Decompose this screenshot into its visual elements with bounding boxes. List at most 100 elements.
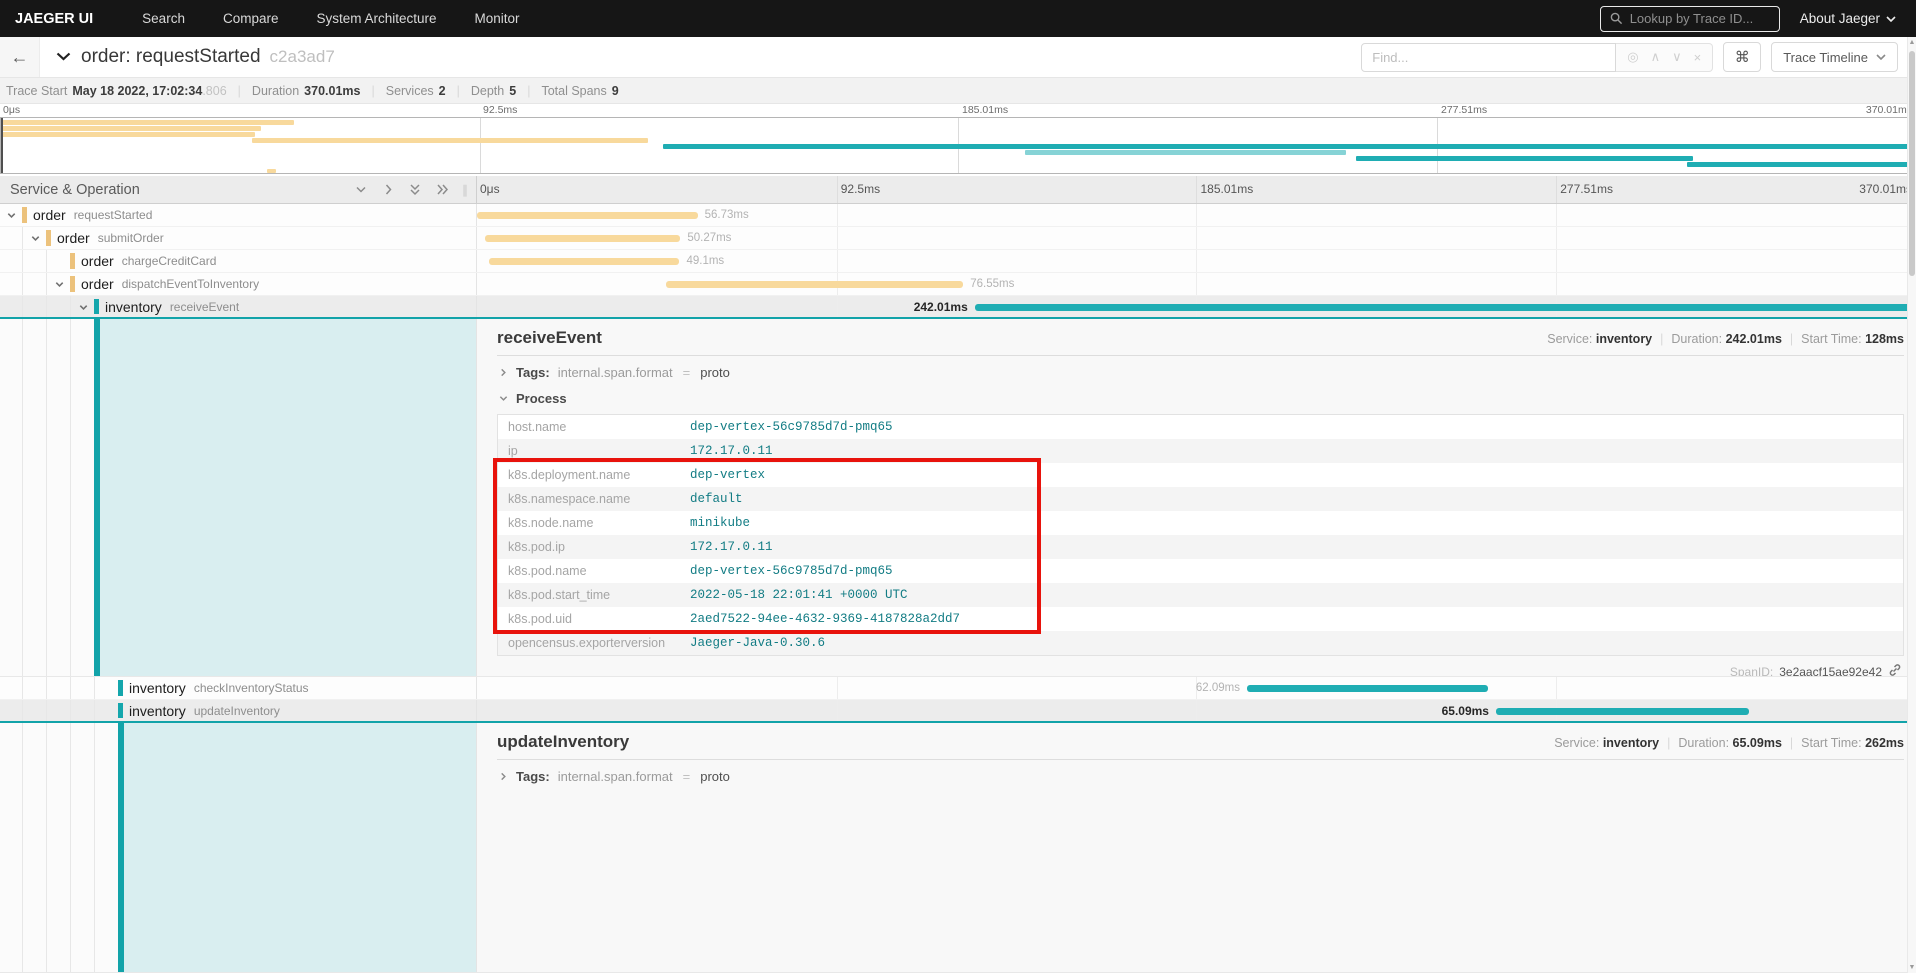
span-duration-bar[interactable] (488, 258, 680, 265)
span-operation-name: requestStarted (73, 208, 153, 222)
chevron-right-icon (499, 365, 508, 380)
span-row[interactable]: order chargeCreditCard 49.1ms (0, 250, 1916, 273)
span-name-cell[interactable]: inventory updateInventory (0, 700, 477, 721)
tags-section-toggle[interactable]: Tags: internal.span.format = proto (497, 763, 1904, 789)
span-operation-name: updateInventory (193, 703, 280, 718)
indent-guide (22, 677, 23, 699)
summary-value-fraction: .806 (202, 83, 227, 98)
span-name-cell[interactable]: order requestStarted (0, 204, 477, 226)
minimap-span-bar (663, 144, 1915, 149)
chevron-down-icon[interactable] (78, 300, 89, 317)
span-operation-name: receiveEvent (169, 299, 240, 314)
span-row[interactable]: inventory receiveEvent 242.01ms (0, 296, 1916, 319)
about-jaeger-menu[interactable]: About Jaeger (1800, 11, 1896, 26)
clear-find-icon[interactable]: × (1693, 49, 1702, 65)
span-row[interactable]: inventory checkInventoryStatus 62.09ms (0, 677, 1916, 700)
tags-section-toggle[interactable]: Tags: internal.span.format = proto (497, 359, 1904, 385)
service-label: Service: (1554, 736, 1603, 750)
collapse-all-icon[interactable] (409, 183, 421, 196)
column-resizer-grip[interactable]: ∥ (462, 182, 468, 197)
span-duration-bar[interactable] (974, 304, 1916, 311)
span-detail-meta: Service: inventory | Duration: 242.01ms | St… (1547, 332, 1904, 346)
span-row[interactable]: inventory updateInventory 65.09ms (0, 700, 1916, 723)
summary-separator: | (456, 83, 460, 98)
span-duration-bar[interactable] (665, 281, 964, 288)
chevron-down-icon[interactable] (6, 208, 17, 226)
back-arrow-icon: ← (10, 46, 29, 67)
prev-match-icon[interactable]: ∧ (1650, 49, 1661, 64)
span-color-accent (118, 680, 123, 696)
span-timeline-cell[interactable]: 76.55ms (477, 273, 1916, 295)
duration-label: Duration: (1678, 736, 1733, 750)
span-row[interactable]: order submitOrder 50.27ms (0, 227, 1916, 250)
process-section-toggle[interactable]: Process (497, 385, 1904, 411)
span-name-cell[interactable]: order submitOrder (0, 227, 477, 249)
summary-label: Services (385, 83, 434, 98)
link-icon[interactable] (1888, 663, 1902, 676)
find-input[interactable] (1361, 42, 1617, 72)
chevron-down-icon[interactable] (54, 277, 65, 295)
span-service-name: order (33, 207, 66, 223)
span-row[interactable]: order requestStarted 56.73ms (0, 204, 1916, 227)
span-duration-bar[interactable] (1495, 708, 1750, 715)
view-selector-button[interactable]: Trace Timeline (1771, 42, 1898, 72)
process-value: dep-vertex (690, 468, 766, 482)
summary-value: 2 (438, 83, 446, 98)
start-time-label: Start Time: (1801, 736, 1866, 750)
collapse-trace-chevron[interactable] (56, 48, 71, 66)
span-color-accent (94, 299, 99, 314)
timeline-minimap[interactable] (0, 117, 1916, 174)
process-table-row: k8s.pod.uid 2aed7522-94ee-4632-9369-41878… (498, 607, 1903, 631)
next-match-icon[interactable]: ∨ (1672, 49, 1682, 64)
span-duration-bar[interactable] (1247, 685, 1489, 692)
indent-guide (46, 677, 47, 699)
trace-id: c2a3ad7 (269, 47, 335, 66)
span-name-cell[interactable]: order dispatchEventToInventory (0, 273, 477, 295)
axis-tick-label: 92.5ms (840, 182, 881, 196)
collapse-one-icon[interactable] (355, 183, 367, 196)
span-timeline-cell[interactable]: 50.27ms (477, 227, 1916, 249)
span-row[interactable]: order dispatchEventToInventory 76.55ms (0, 273, 1916, 296)
chevron-down-icon[interactable] (30, 231, 41, 249)
scroll-down-arrow[interactable]: ▼ (1908, 964, 1916, 971)
axis-tick-label: 185.01ms (1200, 182, 1254, 196)
process-key: k8s.pod.uid (508, 612, 572, 626)
span-detail-gutter (0, 723, 477, 972)
expand-all-icon[interactable] (436, 183, 448, 196)
scrollbar-thumb[interactable] (1909, 51, 1915, 276)
indent-guide (46, 250, 47, 272)
minimap-left-drag-handle[interactable] (1, 118, 3, 173)
match-target-icon[interactable]: ◎ (1627, 49, 1639, 64)
search-icon (1610, 12, 1623, 25)
minimap-span-bar (267, 169, 276, 173)
app-brand[interactable]: JAEGER UI (15, 10, 94, 27)
minimap-span-bar (251, 138, 648, 143)
span-duration-bar[interactable] (484, 235, 681, 242)
trace-id-lookup-input[interactable]: Lookup by Trace ID... (1599, 5, 1780, 32)
summary-value: 370.01ms (304, 83, 361, 98)
span-timeline-cell[interactable]: 56.73ms (477, 204, 1916, 226)
minimap-span-bar (1, 120, 295, 125)
indent-guide (70, 319, 71, 676)
chevron-down-icon (56, 52, 71, 61)
indent-guide (46, 723, 47, 972)
span-timeline-cell[interactable]: 65.09ms (477, 700, 1916, 721)
minimap-gridline (479, 118, 481, 173)
back-button[interactable]: ← (0, 37, 40, 77)
expand-one-icon[interactable] (382, 183, 394, 196)
span-timeline-cell[interactable]: 49.1ms (477, 250, 1916, 272)
span-name-cell[interactable]: inventory checkInventoryStatus (0, 677, 477, 699)
process-table-row: k8s.namespace.name default (498, 487, 1903, 511)
keyboard-shortcuts-button[interactable]: ⌘ (1723, 42, 1762, 72)
nav-item-monitor[interactable]: Monitor (474, 11, 520, 26)
nav-item-search[interactable]: Search (142, 11, 185, 26)
scroll-up-arrow[interactable]: ▲ (1908, 39, 1916, 46)
span-name-cell[interactable]: order chargeCreditCard (0, 250, 477, 272)
span-name-cell[interactable]: inventory receiveEvent (0, 296, 477, 317)
vertical-scrollbar[interactable]: ▲ ▼ (1907, 37, 1916, 973)
span-timeline-cell[interactable]: 62.09ms (477, 677, 1916, 699)
span-timeline-cell[interactable]: 242.01ms (477, 296, 1916, 317)
nav-item-system-architecture[interactable]: System Architecture (316, 11, 437, 26)
span-duration-bar[interactable] (477, 212, 698, 219)
nav-item-compare[interactable]: Compare (222, 11, 279, 26)
